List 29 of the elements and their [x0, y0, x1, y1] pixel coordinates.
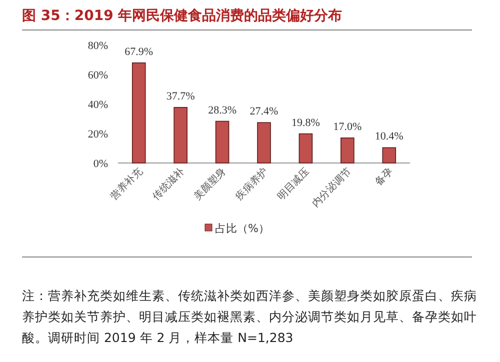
y-tick-label: 0% — [93, 158, 108, 170]
x-tick-label: 备孕 — [372, 166, 396, 188]
data-label: 37.7% — [166, 90, 195, 102]
bar — [340, 138, 354, 164]
x-tick-label: 明目减压 — [275, 166, 312, 202]
y-tick-label: 60% — [88, 70, 108, 82]
legend-label: 占比（%） — [215, 222, 270, 235]
x-tick-label: 传统滋补 — [150, 166, 187, 202]
data-label: 28.3% — [208, 104, 236, 116]
y-tick-label: 80% — [88, 40, 108, 52]
data-label: 17.0% — [333, 120, 362, 133]
x-tick-label: 疾病养护 — [233, 166, 270, 202]
x-tick-label: 内分泌调节 — [310, 166, 354, 210]
bar — [132, 62, 146, 164]
data-label: 27.4% — [250, 106, 278, 118]
bar — [382, 147, 396, 164]
bar — [215, 120, 230, 164]
data-label: 10.4% — [374, 130, 404, 143]
bar — [257, 122, 271, 164]
y-tick-label: 20% — [88, 128, 108, 140]
x-tick-label: 营养补充 — [108, 166, 145, 202]
bar — [298, 133, 313, 164]
bar — [174, 106, 188, 164]
data-label: 19.8% — [292, 116, 320, 129]
y-tick-label: 40% — [88, 99, 108, 111]
chart-title: 图 35：2019 年网民保健食品消费的品类偏好分布 — [22, 8, 342, 24]
x-tick-label: 美颜塑身 — [192, 166, 228, 202]
data-label: 67.9% — [124, 46, 154, 58]
text: 注：营养补充类如维生素、传统滋补类如西洋参、美颜塑身类如胶原蛋白、疾病养护类如关节养护、明目减压类如褪黑素、内分泌调节类如月见草、备孕类如叶酸。调研时间 2019 年 2 月，样本量 N=1,283 — [22, 287, 478, 347]
